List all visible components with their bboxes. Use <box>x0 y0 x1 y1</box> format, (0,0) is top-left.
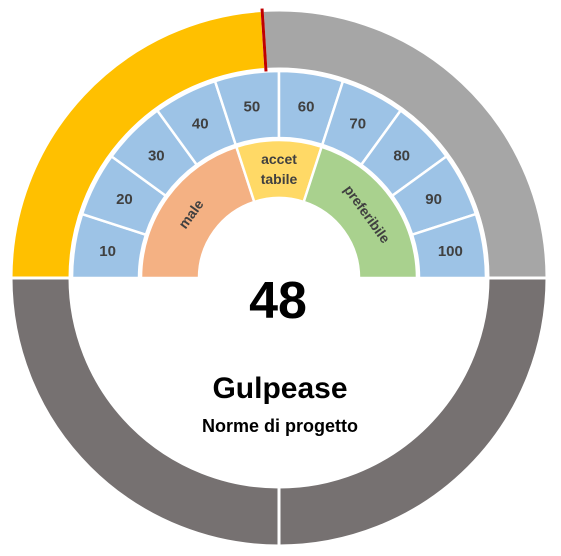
gauge-value: 48 <box>249 272 307 330</box>
tick-label-30: 30 <box>148 147 165 164</box>
tick-ring: 10 20 30 40 50 60 70 80 90 100 <box>70 69 488 280</box>
band-ring <box>139 138 419 280</box>
tick-label-70: 70 <box>349 115 366 132</box>
tick-label-80: 80 <box>393 147 410 164</box>
tick-label-60: 60 <box>298 99 315 116</box>
tick-segment-100 <box>410 212 488 280</box>
lower-ring-left <box>9 276 281 548</box>
tick-label-100: 100 <box>438 243 463 260</box>
needle-marker <box>260 8 268 72</box>
tick-label-90: 90 <box>425 191 442 208</box>
tick-label-50: 50 <box>244 99 261 116</box>
tick-label-10: 10 <box>99 243 116 260</box>
tick-label-40: 40 <box>192 115 209 132</box>
band-preferibile <box>302 145 419 280</box>
outer-ring <box>9 8 549 548</box>
gauge-title: Gulpease <box>212 372 347 405</box>
tick-label-20: 20 <box>116 191 133 208</box>
band-label-accet-tabile: accet tabile <box>261 151 298 187</box>
gauge-subtitle: Norme di progetto <box>202 416 358 436</box>
lower-ring-right <box>277 276 549 548</box>
